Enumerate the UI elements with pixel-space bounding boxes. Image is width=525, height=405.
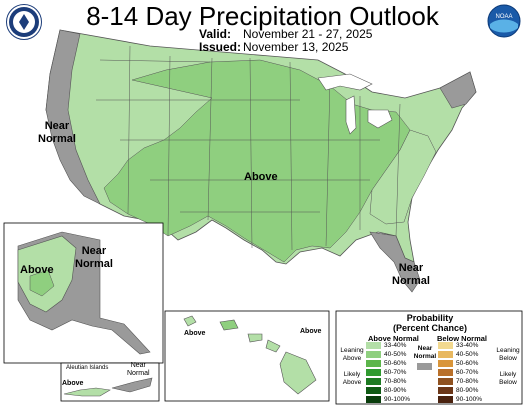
legend-above-range-1: 40-50% xyxy=(384,350,407,358)
legend-above-swatch-2 xyxy=(366,360,381,367)
legend-below-range-3: 60-70% xyxy=(456,368,479,376)
page-title: 8-14 Day Precipitation Outlook xyxy=(86,1,439,31)
issued-value: November 13, 2025 xyxy=(243,40,349,54)
aleutian-title: Aleutian Islands xyxy=(66,365,109,371)
issued-date: Issued: November 13, 2025 xyxy=(199,41,348,54)
alaska-above-label: Above xyxy=(20,264,54,276)
legend-below-swatch-1 xyxy=(438,351,453,358)
legend-near-swatch xyxy=(417,363,432,370)
alaska-inset xyxy=(3,222,164,402)
conus-above-light-east xyxy=(369,129,437,225)
legend-above-range-6: 90-100% xyxy=(384,395,411,403)
legend-above-swatch-5 xyxy=(366,387,381,394)
legend-below-range-6: 90-100% xyxy=(456,395,483,403)
legend-above-range-0: 33-40% xyxy=(384,341,407,349)
legend-above-range-2: 50-60% xyxy=(384,359,407,367)
legend-below-swatch-0 xyxy=(438,342,453,349)
legend-leaning-above: Leaning Above xyxy=(340,347,364,362)
legend-likely-below: Likely Below xyxy=(499,371,517,386)
hawaii-above-east-label: Above xyxy=(300,328,322,335)
legend-below-range-1: 40-50% xyxy=(456,350,479,358)
west-coast-near-label: Near Normal xyxy=(38,120,76,145)
legend-title: Probability (Percent Chance) xyxy=(392,313,468,333)
aleutian-above-label: Above xyxy=(62,380,84,387)
legend-below-swatch-2 xyxy=(438,360,453,367)
legend-below-swatch-4 xyxy=(438,378,453,385)
legend-above-range-5: 80-90% xyxy=(384,386,407,394)
legend-likely-above: Likely Above xyxy=(342,371,362,386)
great-lakes xyxy=(317,73,393,135)
southeast-near-label: Near Normal xyxy=(392,262,430,287)
alaska-near-label: Near Normal xyxy=(75,245,113,270)
conus-map xyxy=(45,29,477,293)
legend-leaning-below: Leaning Below xyxy=(496,347,520,362)
legend-below-range-2: 50-60% xyxy=(456,359,479,367)
legend-below-range-5: 80-90% xyxy=(456,386,479,394)
legend-below-header: Below Normal xyxy=(437,334,488,343)
conus-near-northeast xyxy=(439,71,477,109)
legend-above-header: Above Normal xyxy=(368,334,419,343)
legend-below-range-4: 70-80% xyxy=(456,377,479,385)
aleutian-near-label: Near Normal xyxy=(127,362,150,377)
legend-above-swatch-6 xyxy=(366,396,381,403)
legend-above-swatch-4 xyxy=(366,378,381,385)
noaa-logo-icon: NOAA xyxy=(487,4,521,38)
legend-below-swatch-3 xyxy=(438,369,453,376)
legend-below-range-0: 33-40% xyxy=(456,341,479,349)
conus-above-label: Above xyxy=(244,171,278,183)
legend-near-normal: Near Normal xyxy=(413,345,437,360)
conus-near-southeast xyxy=(369,231,421,293)
legend-below-swatch-6 xyxy=(438,396,453,403)
svg-text:NOAA: NOAA xyxy=(495,14,512,20)
valid-value: November 21 - 27, 2025 xyxy=(243,27,373,41)
doc-seal-icon xyxy=(6,4,42,40)
legend-below-swatch-5 xyxy=(438,387,453,394)
legend-above-range-3: 60-70% xyxy=(384,368,407,376)
valid-dates: Valid: November 21 - 27, 2025 xyxy=(199,28,372,41)
conus-near-west xyxy=(45,29,101,205)
legend-above-range-4: 70-80% xyxy=(384,377,407,385)
hawaii-above-west-label: Above xyxy=(184,330,206,337)
legend-above-swatch-1 xyxy=(366,351,381,358)
issued-label: Issued: xyxy=(199,40,242,54)
legend-above-swatch-3 xyxy=(366,369,381,376)
legend-above-swatch-0 xyxy=(366,342,381,349)
valid-label: Valid: xyxy=(199,27,232,41)
hawaii-inset xyxy=(164,310,330,402)
